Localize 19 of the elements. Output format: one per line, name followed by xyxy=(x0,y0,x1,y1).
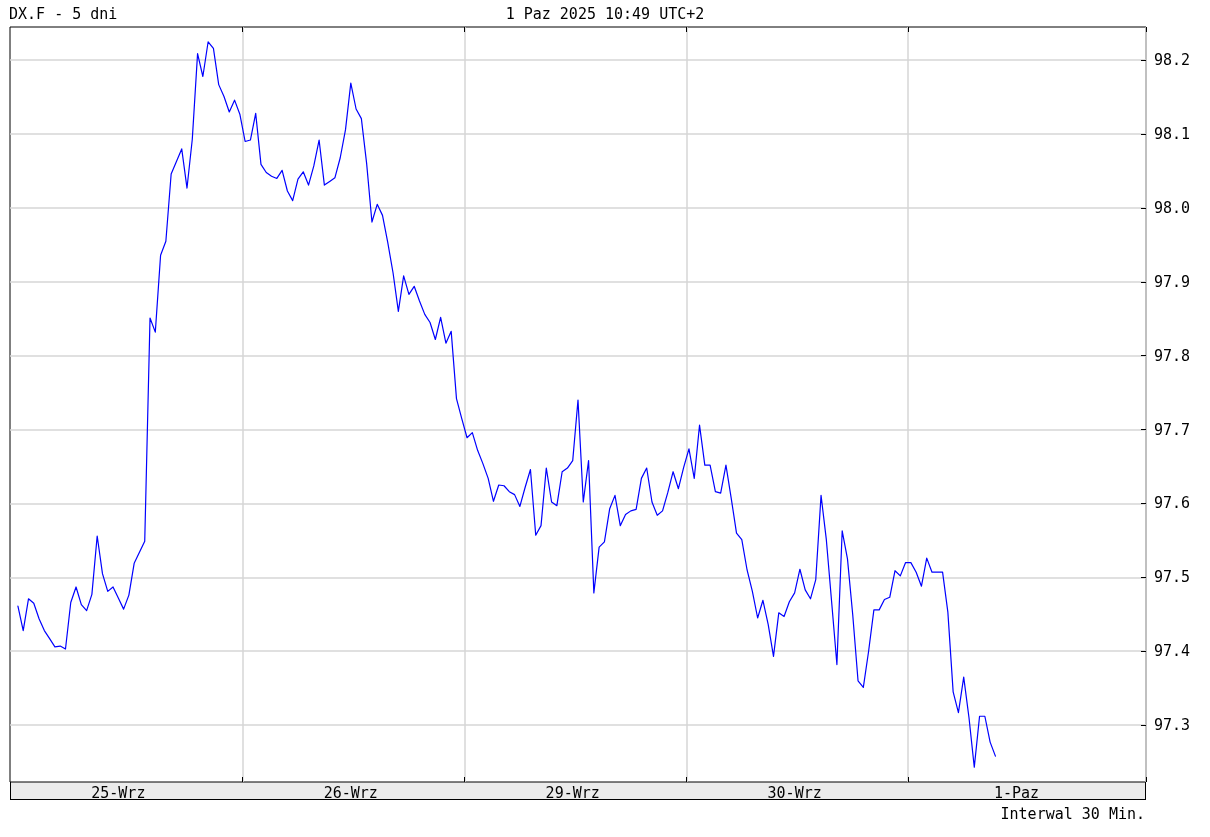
y-tick-label: 97.5 xyxy=(1154,568,1191,587)
chart-title: DX.F - 5 dni xyxy=(9,4,118,23)
x-tick-label: 26-Wrz xyxy=(323,783,378,802)
text: Interwal 30 Min. xyxy=(1000,804,1146,823)
x-tick-label: 29-Wrz xyxy=(545,783,600,802)
y-tick-label: 98.0 xyxy=(1154,198,1191,217)
chart-subtitle: 1 Paz 2025 10:49 UTC+2 xyxy=(505,4,705,23)
y-tick-label: 98.1 xyxy=(1154,125,1191,144)
y-tick-label: 98.2 xyxy=(1154,51,1191,70)
y-tick-label: 97.4 xyxy=(1154,642,1191,661)
y-tick-label: 97.7 xyxy=(1154,420,1191,439)
y-tick-label: 97.9 xyxy=(1154,272,1191,291)
y-tick-label: 97.8 xyxy=(1154,346,1191,365)
line-series xyxy=(17,41,997,768)
x-tick-label: 30-Wrz xyxy=(767,783,822,802)
x-tick-label: 25-Wrz xyxy=(91,783,146,802)
x-tick-label: 1-Paz xyxy=(993,783,1040,802)
y-tick-label: 97.6 xyxy=(1154,494,1191,513)
y-tick-label: 97.3 xyxy=(1154,716,1191,735)
